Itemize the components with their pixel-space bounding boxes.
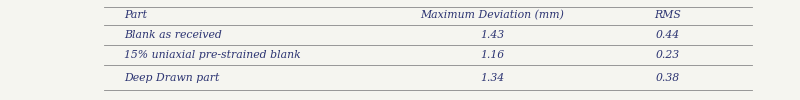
Text: Part: Part: [124, 10, 147, 20]
Text: 15% uniaxial pre-strained blank: 15% uniaxial pre-strained blank: [124, 50, 301, 60]
Text: Blank as received: Blank as received: [124, 30, 222, 40]
Text: 0.44: 0.44: [656, 30, 680, 40]
Text: 0.23: 0.23: [656, 50, 680, 60]
Text: 1.16: 1.16: [480, 50, 504, 60]
Text: RMS: RMS: [654, 10, 682, 20]
Text: Deep Drawn part: Deep Drawn part: [124, 73, 219, 83]
Text: 1.34: 1.34: [480, 73, 504, 83]
Text: Maximum Deviation (mm): Maximum Deviation (mm): [420, 10, 564, 21]
Text: 0.38: 0.38: [656, 73, 680, 83]
Text: 1.43: 1.43: [480, 30, 504, 40]
